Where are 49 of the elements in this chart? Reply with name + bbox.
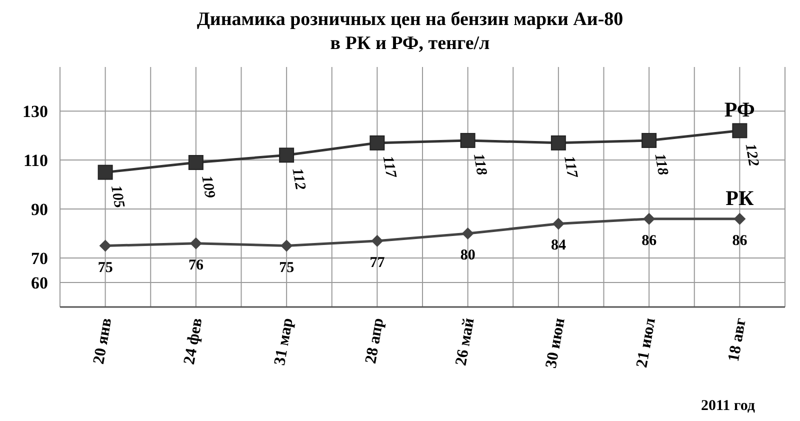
data-label: 86 [642, 232, 658, 249]
y-tick-label: 110 [23, 151, 48, 170]
point [99, 240, 112, 252]
point [280, 240, 293, 252]
data-label: 109 [198, 174, 218, 200]
point [370, 135, 385, 150]
data-label: 75 [98, 260, 113, 276]
data-label: 84 [550, 238, 566, 254]
text: 2011 год [700, 398, 756, 414]
point [732, 123, 748, 138]
point [460, 132, 476, 148]
point [371, 234, 384, 247]
y-tick-label: 60 [31, 273, 48, 292]
y-tick-label: 70 [31, 248, 48, 268]
data-label: 118 [651, 152, 671, 177]
data-label: 75 [279, 260, 294, 276]
series-label: РК [726, 186, 754, 210]
data-label: 112 [288, 167, 308, 192]
point [552, 218, 564, 230]
x-tick-label: 20 янв [90, 316, 116, 366]
x-tick-label: 26 май [452, 316, 478, 367]
data-label: 122 [742, 142, 762, 168]
x-tick-label: 28 апр [362, 316, 388, 365]
data-label: 77 [370, 254, 386, 271]
point [279, 148, 294, 163]
x-tick-label: 24 фев [181, 316, 206, 366]
point [98, 164, 113, 180]
chart-title: Динамика розничных цен на бензин марки Аи-80 в РК и РФ, тенге/л [196, 9, 624, 54]
point [643, 212, 656, 225]
point [642, 132, 657, 148]
point [188, 155, 204, 170]
x-tick-label: 30 июн [542, 316, 568, 370]
x-tick-label: 21 июл [634, 316, 660, 369]
x-tick-label: 31 мар [271, 316, 297, 367]
data-label: 86 [732, 232, 748, 249]
point [190, 237, 202, 250]
y-tick-label: 130 [22, 102, 48, 122]
point [550, 135, 566, 150]
data-label: 80 [460, 248, 476, 264]
data-label: 76 [188, 257, 204, 274]
y-tick-label: 90 [31, 200, 48, 219]
data-label: 117 [560, 154, 580, 180]
point [734, 212, 746, 225]
series-label: РФ [724, 98, 755, 122]
point [462, 228, 474, 240]
data-label: 105 [107, 184, 128, 210]
data-label: 118 [470, 152, 490, 177]
data-label: 117 [379, 154, 399, 180]
x-tick-label: 18 авг [725, 316, 750, 363]
